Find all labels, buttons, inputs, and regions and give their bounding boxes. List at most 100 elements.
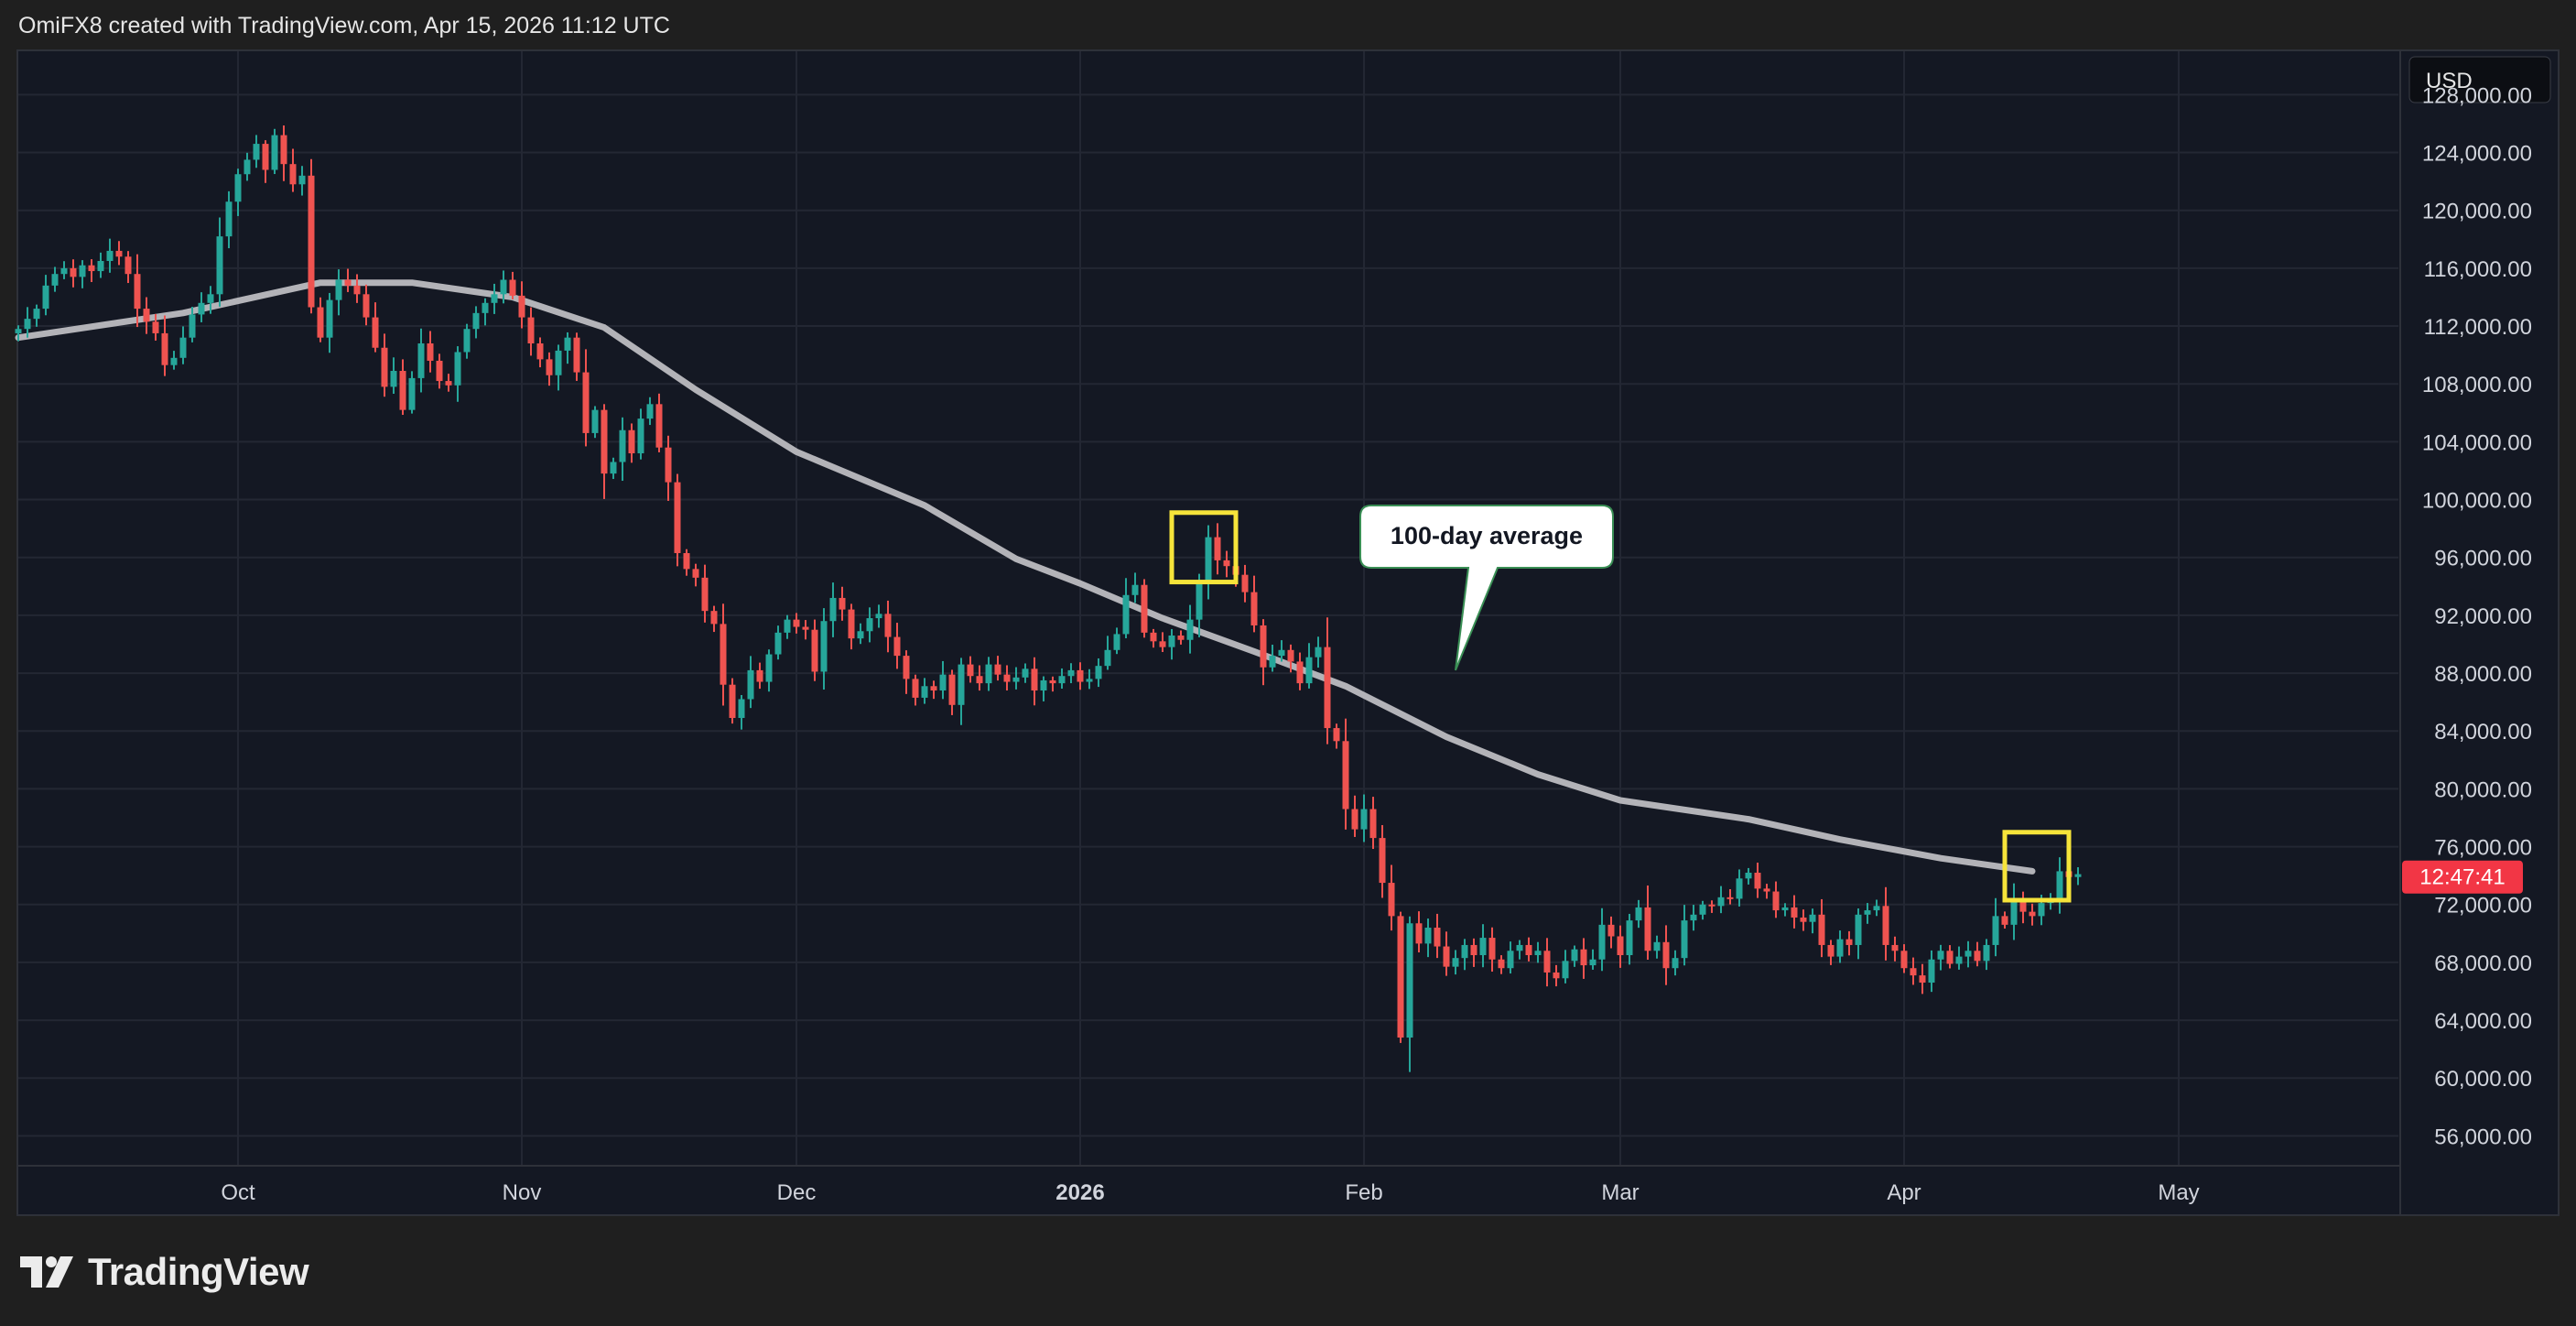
candle-body[interactable] xyxy=(1772,891,1780,911)
candle-body[interactable] xyxy=(60,267,68,275)
candle[interactable] xyxy=(1800,909,1807,931)
candle[interactable] xyxy=(1058,668,1066,690)
candle[interactable] xyxy=(353,274,361,303)
candle[interactable] xyxy=(1864,903,1871,924)
candle[interactable] xyxy=(829,582,837,637)
candle-body[interactable] xyxy=(1983,944,1990,962)
candle-body[interactable] xyxy=(189,314,196,338)
candle[interactable] xyxy=(591,406,599,439)
candle-body[interactable] xyxy=(1955,956,1963,964)
candle-body[interactable] xyxy=(1644,907,1651,951)
candle-body[interactable] xyxy=(591,409,599,433)
candle[interactable] xyxy=(1617,925,1624,968)
candle[interactable] xyxy=(1653,935,1661,959)
candle[interactable] xyxy=(344,268,352,292)
candle-body[interactable] xyxy=(1479,938,1487,956)
candle-body[interactable] xyxy=(921,686,928,698)
candle[interactable] xyxy=(1461,939,1468,971)
candle[interactable] xyxy=(1791,895,1798,929)
candle-body[interactable] xyxy=(1058,676,1066,684)
candle-body[interactable] xyxy=(1873,906,1880,911)
candle-body[interactable] xyxy=(1260,625,1267,668)
candle[interactable] xyxy=(1964,940,1972,968)
candle[interactable] xyxy=(234,168,242,216)
candle-body[interactable] xyxy=(1607,924,1615,937)
candle-body[interactable] xyxy=(866,618,873,632)
candle-body[interactable] xyxy=(527,317,535,344)
candle-body[interactable] xyxy=(1003,674,1011,682)
candle[interactable] xyxy=(280,125,287,181)
candle[interactable] xyxy=(573,332,580,381)
candle-body[interactable] xyxy=(1992,916,1999,945)
candle-body[interactable] xyxy=(1360,809,1368,830)
candle-body[interactable] xyxy=(1553,972,1560,979)
candle[interactable] xyxy=(930,680,937,700)
candle-body[interactable] xyxy=(1141,584,1148,633)
candle-body[interactable] xyxy=(536,343,544,360)
candle[interactable] xyxy=(1662,925,1670,985)
candle[interactable] xyxy=(33,304,40,327)
candle[interactable] xyxy=(1223,550,1230,578)
candle[interactable] xyxy=(1873,899,1880,917)
candle-body[interactable] xyxy=(729,684,736,719)
candle[interactable] xyxy=(536,337,544,368)
candle[interactable] xyxy=(811,619,818,681)
candle-body[interactable] xyxy=(198,302,205,315)
candle-body[interactable] xyxy=(1635,907,1642,921)
candle-body[interactable] xyxy=(829,597,837,622)
candle[interactable] xyxy=(1077,662,1084,690)
candle[interactable] xyxy=(317,297,324,342)
candle-body[interactable] xyxy=(1113,634,1120,650)
candle-body[interactable] xyxy=(436,360,443,382)
candle-body[interactable] xyxy=(967,664,974,677)
candle-body[interactable] xyxy=(1964,951,1972,957)
candle-body[interactable] xyxy=(646,404,654,419)
candle-body[interactable] xyxy=(1699,904,1706,915)
candle[interactable] xyxy=(289,148,297,192)
candle[interactable] xyxy=(1580,938,1587,979)
candle[interactable] xyxy=(976,665,983,691)
candle-body[interactable] xyxy=(811,629,818,672)
candle-body[interactable] xyxy=(335,279,342,300)
candle[interactable] xyxy=(674,473,681,567)
candle-body[interactable] xyxy=(271,135,278,170)
candle-body[interactable] xyxy=(1406,923,1413,1038)
candle[interactable] xyxy=(2019,891,2027,924)
candle-body[interactable] xyxy=(939,674,947,691)
candle[interactable] xyxy=(527,307,535,356)
candle[interactable] xyxy=(701,564,709,623)
candle[interactable] xyxy=(1086,668,1093,690)
candle-body[interactable] xyxy=(1342,741,1349,810)
candle-body[interactable] xyxy=(262,144,269,170)
candle-body[interactable] xyxy=(2056,871,2063,899)
candle[interactable] xyxy=(1672,950,1679,976)
candle[interactable] xyxy=(1287,644,1294,673)
candle-body[interactable] xyxy=(1571,949,1578,962)
candle[interactable] xyxy=(1415,911,1423,953)
candle[interactable] xyxy=(1479,924,1487,968)
candle-body[interactable] xyxy=(1168,636,1175,647)
candle-body[interactable] xyxy=(756,669,763,682)
candle-body[interactable] xyxy=(2038,903,2045,917)
candle-body[interactable] xyxy=(546,359,553,375)
candle-body[interactable] xyxy=(207,294,214,303)
tradingview-logo[interactable]: TradingView xyxy=(20,1249,309,1295)
candle-body[interactable] xyxy=(463,329,471,353)
candle-body[interactable] xyxy=(1241,574,1249,592)
candle-body[interactable] xyxy=(674,482,681,553)
candle[interactable] xyxy=(1159,632,1166,652)
candle[interactable] xyxy=(1644,885,1651,961)
candle-body[interactable] xyxy=(839,597,846,610)
candle-body[interactable] xyxy=(1919,975,1926,984)
candle[interactable] xyxy=(1141,579,1148,638)
candle[interactable] xyxy=(720,603,727,706)
candle-body[interactable] xyxy=(1534,951,1542,956)
candle-body[interactable] xyxy=(1855,914,1862,945)
candle-body[interactable] xyxy=(1159,641,1166,647)
candle-body[interactable] xyxy=(33,309,40,320)
candle[interactable] xyxy=(1040,676,1047,701)
candle[interactable] xyxy=(610,457,617,480)
candle-body[interactable] xyxy=(701,577,709,612)
candle[interactable] xyxy=(692,563,699,587)
